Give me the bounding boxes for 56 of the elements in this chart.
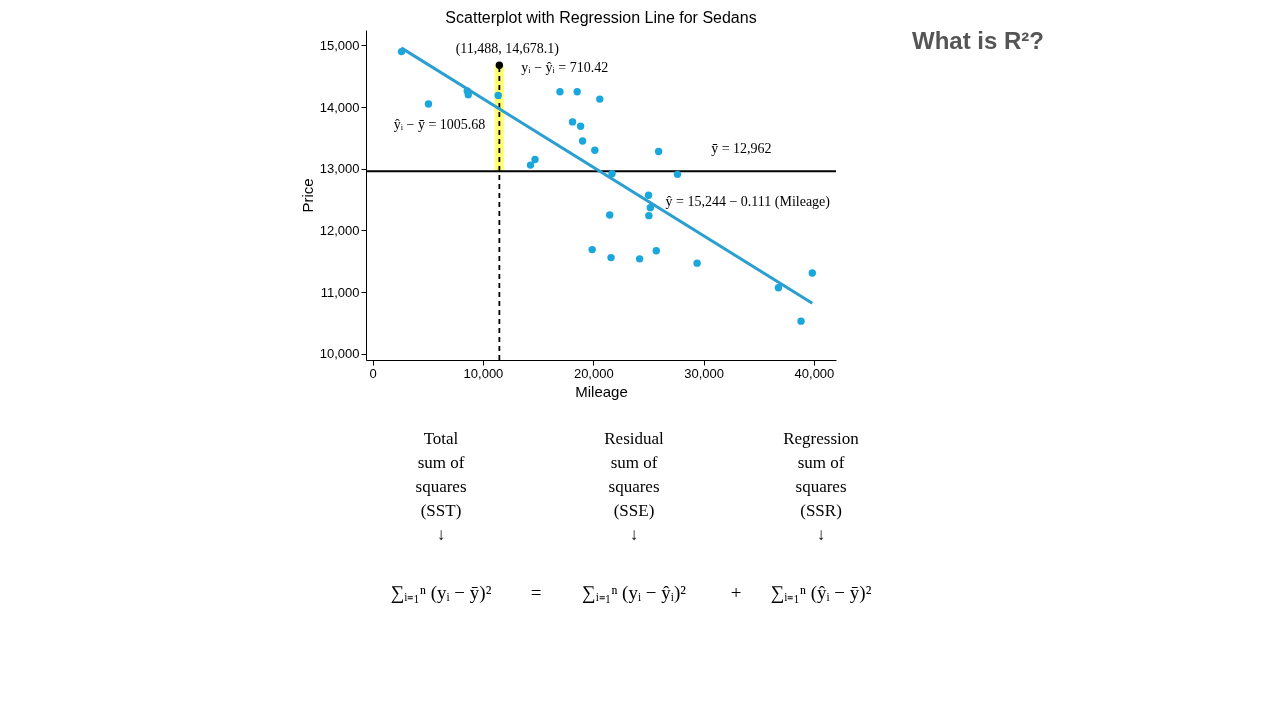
- annotation: yᵢ − ŷᵢ = 710.42: [521, 60, 609, 76]
- point: [635, 255, 644, 263]
- point: [495, 61, 504, 69]
- x-tick-label: 0: [369, 365, 377, 381]
- point: [424, 100, 433, 108]
- point: [607, 253, 615, 262]
- point: [774, 284, 783, 292]
- x-tick-label: 40,000: [794, 365, 835, 381]
- point: [673, 170, 682, 179]
- point: [644, 191, 653, 200]
- y-tick-label: 12,000: [319, 222, 360, 238]
- x-tick-label: 20,000: [573, 365, 614, 381]
- point: [606, 211, 614, 219]
- point: [531, 155, 539, 164]
- text: What is R²?: [912, 27, 1044, 54]
- point: [464, 91, 472, 99]
- point: [652, 247, 660, 255]
- text: Total sum of squares (SST) ↓: [415, 429, 467, 544]
- y-tick-label: 15,000: [319, 37, 360, 53]
- text: ∑ᵢ₌₁ⁿ (yᵢ − ŷᵢ)²: [582, 582, 687, 604]
- point: [568, 118, 577, 126]
- point: [808, 269, 816, 277]
- y-tick-label: 11,000: [320, 284, 360, 300]
- text: Regression sum of squares (SSR) ↓: [783, 429, 860, 544]
- y-tick-label: 13,000: [319, 161, 360, 177]
- point: [654, 147, 663, 156]
- point: [526, 161, 535, 169]
- point: [588, 245, 596, 254]
- text: ∑ᵢ₌₁ⁿ (ŷᵢ − ȳ)²: [770, 582, 872, 604]
- text: =: [530, 582, 542, 603]
- annotation: ŷᵢ − ȳ = 1005.68: [393, 117, 486, 133]
- point: [596, 95, 604, 103]
- point: [573, 87, 581, 96]
- annotation: ŷ = 15,244 − 0.111 (Mileage): [665, 193, 831, 210]
- x-tick-label: 30,000: [684, 365, 724, 381]
- point: [494, 91, 502, 100]
- chart-title: Scatterplot with Regression Line for Sedans: [445, 9, 757, 26]
- text: Residual sum of squares (SSE) ↓: [604, 429, 665, 544]
- text: ∑ᵢ₌₁ⁿ (yᵢ − ȳ)²: [390, 582, 492, 604]
- point: [608, 170, 616, 178]
- y-axis-title: Price: [298, 178, 316, 213]
- annotation: (11,488, 14,678.1): [455, 41, 560, 58]
- y-tick-label: 14,000: [319, 99, 360, 115]
- x-axis-title: Mileage: [575, 382, 628, 400]
- point: [556, 87, 564, 96]
- point: [591, 146, 599, 154]
- point: [645, 211, 653, 220]
- point: [693, 259, 701, 267]
- point: [576, 122, 585, 130]
- ref-line-label: ȳ = 12,962: [711, 141, 772, 157]
- point: [646, 203, 655, 212]
- text: +: [730, 582, 742, 603]
- point: [797, 317, 805, 325]
- y-tick-label: 10,000: [319, 346, 360, 362]
- x-tick-label: 10,000: [463, 365, 504, 381]
- point: [578, 137, 587, 145]
